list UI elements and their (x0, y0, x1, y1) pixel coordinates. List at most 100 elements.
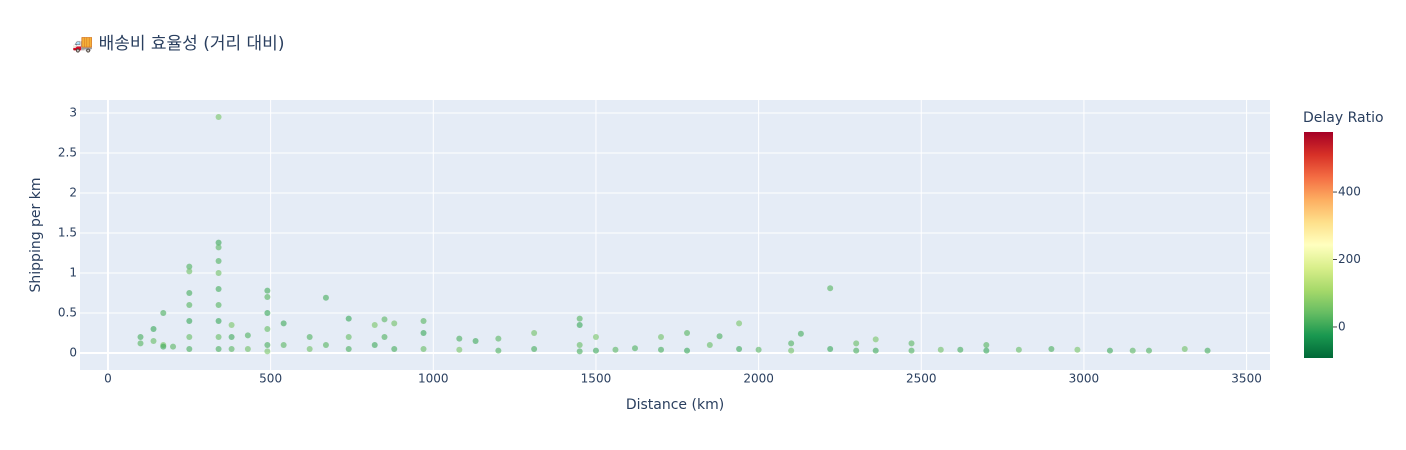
point (827, 346, 834, 352)
point (264, 342, 271, 348)
point (264, 348, 271, 355)
point (684, 330, 691, 336)
point (472, 338, 479, 344)
point (215, 334, 222, 340)
point (788, 347, 795, 354)
point (186, 318, 193, 324)
point (391, 346, 398, 352)
point (381, 316, 388, 323)
point (381, 334, 388, 340)
point (1204, 347, 1211, 354)
point (391, 320, 398, 327)
point (345, 315, 352, 322)
point (186, 334, 193, 340)
colorbar-tick-label: 0 (1338, 319, 1346, 333)
y-tick-label: 1.5 (58, 226, 77, 240)
y-tick-label: 1 (69, 266, 77, 280)
point (576, 322, 583, 328)
point (215, 114, 222, 120)
colorbar-title: Delay Ratio (1303, 110, 1384, 126)
point (371, 342, 378, 348)
point (345, 334, 352, 340)
y-tick-label: 0.5 (58, 306, 77, 320)
point (150, 326, 157, 332)
x-tick-label: 3000 (1069, 372, 1100, 386)
point (755, 346, 762, 353)
plot-area (80, 100, 1270, 370)
point (1145, 347, 1152, 354)
point (137, 340, 144, 347)
point (322, 342, 329, 348)
chart-title: 🚚 배송비 효율성 (거리 대비) (72, 34, 284, 54)
point (420, 318, 427, 324)
x-tick-label: 1500 (581, 372, 612, 386)
point (658, 346, 665, 353)
point (576, 348, 583, 355)
point (872, 336, 879, 343)
y-tick-label: 3 (69, 106, 77, 120)
point (186, 268, 193, 275)
point (1074, 346, 1081, 353)
x-tick-label: 500 (259, 372, 282, 386)
point (1048, 346, 1055, 352)
point (215, 318, 222, 324)
point (1106, 347, 1113, 354)
point (280, 342, 287, 348)
point (186, 263, 193, 270)
point (137, 334, 144, 340)
point (420, 330, 427, 336)
x-tick-label: 2000 (743, 372, 774, 386)
x-tick-label: 3500 (1231, 372, 1262, 386)
point (186, 302, 193, 308)
point (495, 347, 502, 354)
point (592, 334, 599, 340)
point (228, 322, 235, 328)
colorbar (1304, 132, 1333, 358)
point (908, 347, 915, 354)
point (853, 340, 860, 347)
point (160, 343, 167, 350)
x-axis-label: Distance (km) (626, 397, 724, 413)
point (186, 290, 193, 296)
point (215, 244, 222, 251)
point (215, 302, 222, 308)
point (983, 342, 990, 348)
point (228, 334, 235, 340)
point (908, 340, 915, 347)
colorbar-tick-label: 400 (1338, 185, 1361, 199)
y-axis-label: Shipping per km (28, 178, 44, 293)
point (345, 346, 352, 352)
point (983, 347, 990, 354)
point (736, 320, 743, 327)
point (788, 340, 795, 347)
point (150, 338, 157, 344)
point (244, 332, 251, 339)
point (495, 335, 502, 342)
point (280, 320, 287, 327)
point (797, 330, 804, 337)
point (264, 294, 271, 300)
point (456, 346, 463, 353)
point (264, 310, 271, 316)
point (306, 346, 313, 352)
point (215, 286, 222, 292)
point (872, 347, 879, 354)
point (1181, 346, 1188, 352)
point (215, 270, 222, 276)
point (736, 346, 743, 352)
point (631, 345, 638, 352)
point (957, 346, 964, 353)
point (576, 315, 583, 322)
point (170, 343, 177, 350)
x-tick-label: 2500 (906, 372, 937, 386)
point (456, 335, 463, 342)
point (716, 333, 723, 340)
point (612, 346, 619, 353)
point (1129, 347, 1136, 354)
point (576, 342, 583, 348)
colorbar-tick-label: 200 (1338, 252, 1361, 266)
point (827, 285, 834, 292)
point (215, 258, 222, 264)
